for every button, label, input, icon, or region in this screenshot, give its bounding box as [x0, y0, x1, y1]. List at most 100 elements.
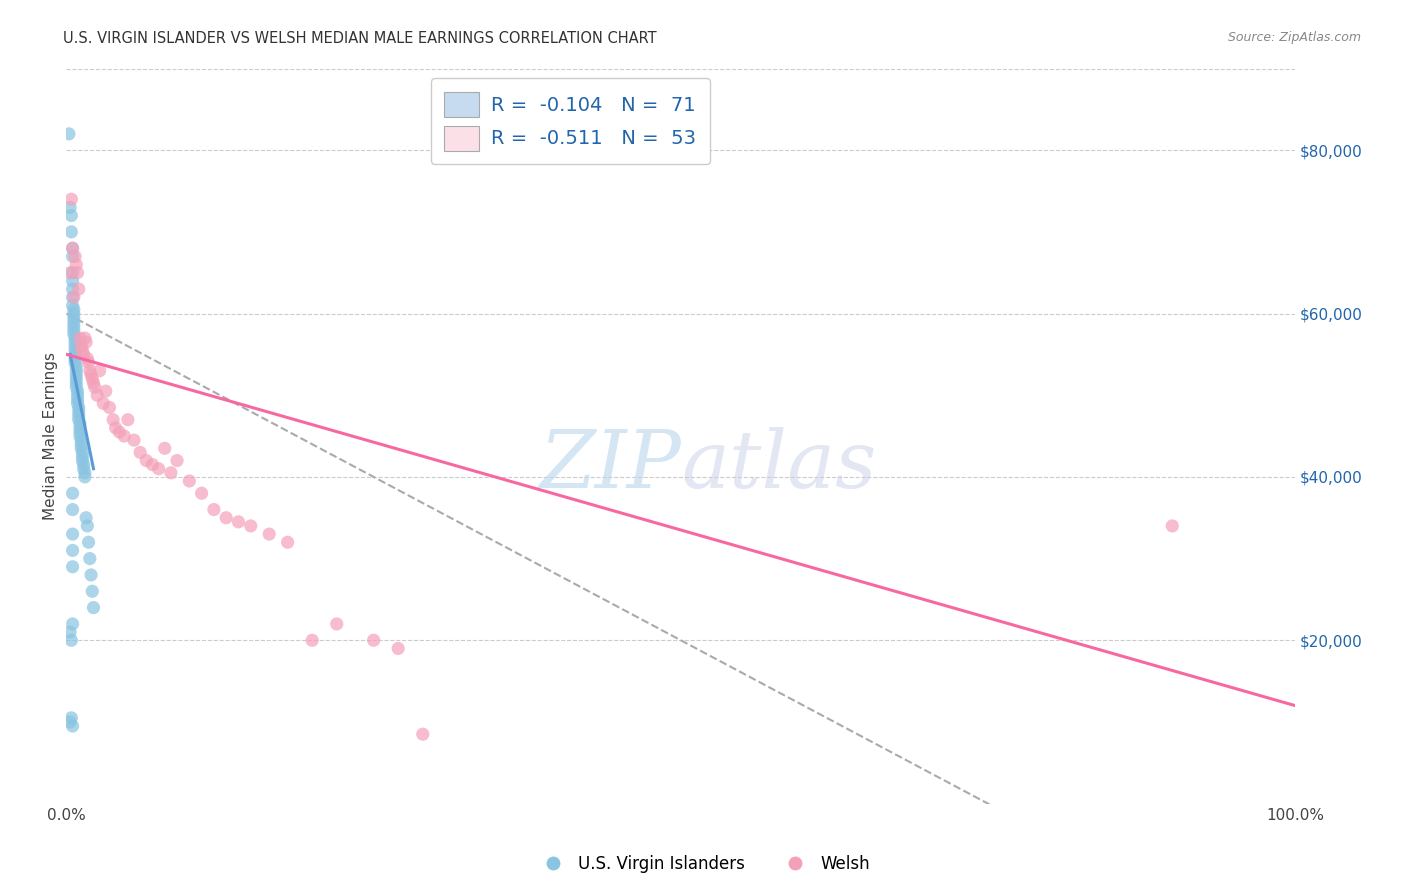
Point — [202, 502, 225, 516]
Point — [363, 633, 385, 648]
Point — [70, 442, 93, 456]
Point — [67, 413, 90, 427]
Point — [66, 266, 89, 280]
Legend: R =  -0.104   N =  71, R =  -0.511   N =  53: R = -0.104 N = 71, R = -0.511 N = 53 — [430, 78, 710, 164]
Point — [72, 347, 94, 361]
Point — [60, 711, 83, 725]
Point — [66, 392, 89, 407]
Point — [63, 249, 86, 263]
Point — [72, 453, 94, 467]
Point — [148, 461, 170, 475]
Point — [75, 510, 97, 524]
Point — [63, 347, 86, 361]
Point — [66, 388, 89, 402]
Point — [63, 339, 86, 353]
Point — [62, 290, 84, 304]
Point — [98, 401, 121, 415]
Point — [62, 719, 84, 733]
Point — [94, 384, 117, 399]
Point — [86, 388, 108, 402]
Point — [326, 616, 349, 631]
Point — [122, 433, 145, 447]
Point — [62, 616, 84, 631]
Point — [58, 127, 80, 141]
Point — [82, 600, 104, 615]
Point — [65, 258, 87, 272]
Point — [179, 474, 201, 488]
Point — [62, 241, 84, 255]
Point — [67, 401, 90, 415]
Point — [63, 307, 86, 321]
Point — [82, 584, 104, 599]
Point — [60, 225, 83, 239]
Point — [76, 351, 98, 366]
Point — [387, 641, 409, 656]
Point — [89, 364, 111, 378]
Point — [82, 376, 104, 390]
Point — [135, 453, 157, 467]
Point — [67, 282, 90, 296]
Point — [65, 376, 87, 390]
Point — [66, 396, 89, 410]
Point — [72, 445, 94, 459]
Point — [129, 445, 152, 459]
Point — [63, 318, 86, 333]
Point — [80, 568, 103, 582]
Point — [60, 192, 83, 206]
Point — [59, 200, 82, 214]
Point — [63, 290, 86, 304]
Point — [69, 417, 91, 431]
Point — [63, 302, 86, 317]
Point — [62, 527, 84, 541]
Point — [63, 331, 86, 345]
Point — [59, 266, 82, 280]
Point — [80, 368, 103, 382]
Point — [62, 298, 84, 312]
Point — [77, 535, 100, 549]
Point — [73, 466, 96, 480]
Point — [239, 519, 262, 533]
Point — [63, 310, 86, 325]
Point — [59, 625, 82, 640]
Point — [79, 364, 101, 378]
Point — [62, 249, 84, 263]
Point — [301, 633, 323, 648]
Point — [104, 421, 127, 435]
Text: atlas: atlas — [681, 426, 876, 504]
Point — [82, 372, 104, 386]
Point — [62, 274, 84, 288]
Point — [141, 458, 163, 472]
Point — [63, 323, 86, 337]
Point — [63, 343, 86, 358]
Point — [65, 368, 87, 382]
Point — [62, 543, 84, 558]
Point — [62, 282, 84, 296]
Point — [190, 486, 212, 500]
Point — [91, 396, 114, 410]
Point — [83, 380, 105, 394]
Point — [62, 266, 84, 280]
Point — [63, 355, 86, 369]
Point — [62, 241, 84, 255]
Point — [69, 425, 91, 439]
Point — [1161, 519, 1184, 533]
Point — [228, 515, 250, 529]
Point — [73, 470, 96, 484]
Point — [112, 429, 135, 443]
Y-axis label: Median Male Earnings: Median Male Earnings — [44, 352, 58, 520]
Point — [76, 519, 98, 533]
Point — [166, 453, 188, 467]
Point — [65, 372, 87, 386]
Text: U.S. VIRGIN ISLANDER VS WELSH MEDIAN MALE EARNINGS CORRELATION CHART: U.S. VIRGIN ISLANDER VS WELSH MEDIAN MAL… — [63, 31, 657, 46]
Point — [62, 502, 84, 516]
Point — [72, 458, 94, 472]
Point — [59, 714, 82, 729]
Point — [69, 429, 91, 443]
Text: Source: ZipAtlas.com: Source: ZipAtlas.com — [1227, 31, 1361, 45]
Point — [65, 380, 87, 394]
Point — [69, 331, 91, 345]
Point — [72, 450, 94, 464]
Point — [65, 364, 87, 378]
Point — [65, 359, 87, 374]
Point — [160, 466, 183, 480]
